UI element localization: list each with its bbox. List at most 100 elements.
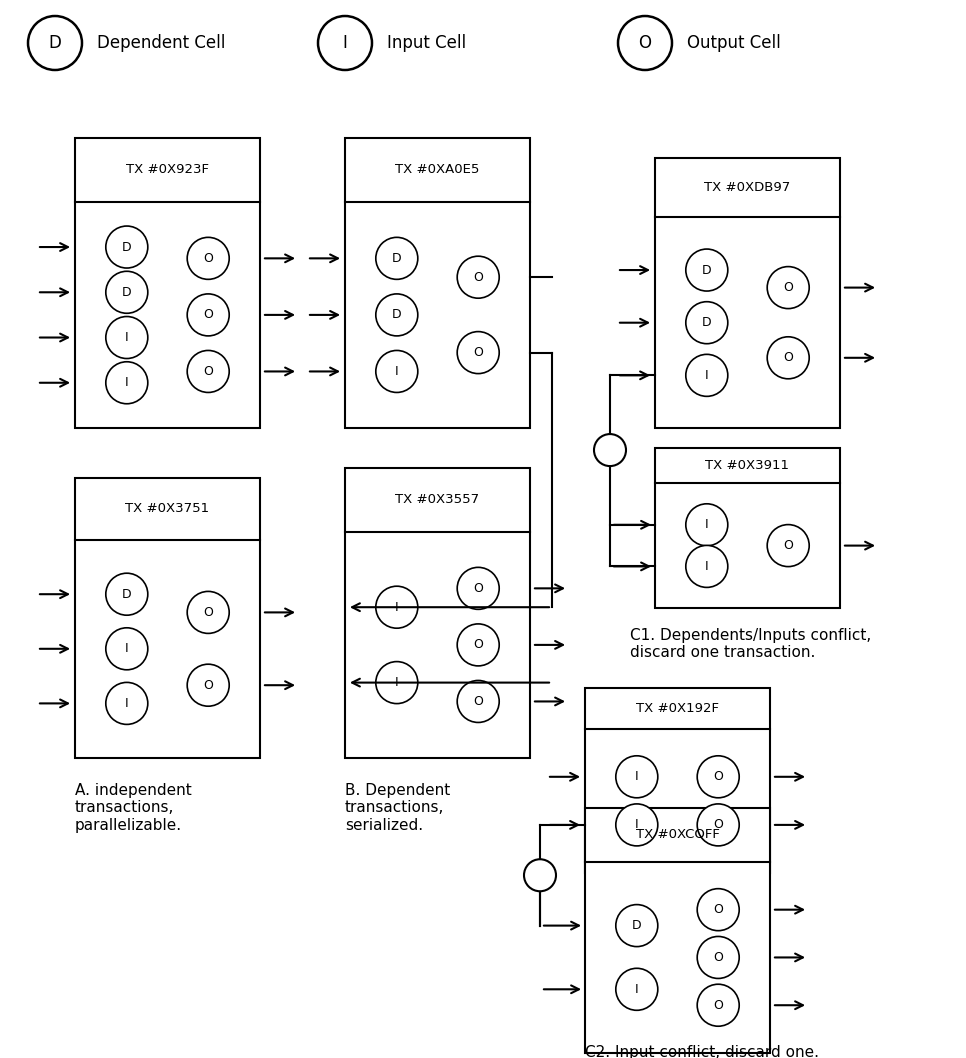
Text: I: I — [125, 697, 128, 710]
Text: I: I — [125, 331, 128, 344]
Circle shape — [28, 16, 82, 70]
Text: O: O — [473, 695, 483, 708]
Text: O: O — [203, 308, 213, 322]
Circle shape — [106, 573, 148, 615]
Text: D: D — [122, 286, 131, 298]
Circle shape — [106, 682, 148, 725]
Text: TX #0X923F: TX #0X923F — [126, 163, 209, 177]
Circle shape — [767, 267, 810, 309]
Circle shape — [457, 256, 499, 298]
Bar — [345, 468, 530, 758]
Text: I: I — [705, 369, 709, 382]
Circle shape — [615, 755, 658, 798]
Circle shape — [457, 567, 499, 609]
Circle shape — [524, 859, 556, 891]
Circle shape — [187, 664, 229, 706]
Circle shape — [376, 586, 418, 628]
Bar — [75, 138, 260, 428]
Circle shape — [697, 936, 739, 979]
Circle shape — [457, 680, 499, 723]
Text: O: O — [713, 904, 724, 916]
Text: Input Cell: Input Cell — [387, 34, 467, 52]
Text: D: D — [122, 587, 131, 601]
Text: O: O — [203, 365, 213, 378]
Circle shape — [767, 336, 810, 379]
Text: I: I — [125, 642, 128, 655]
Text: O: O — [713, 951, 724, 964]
Circle shape — [686, 504, 727, 546]
Text: I: I — [705, 518, 709, 531]
Text: I: I — [635, 770, 639, 783]
Text: O: O — [473, 271, 483, 284]
Bar — [345, 138, 530, 428]
Text: D: D — [392, 252, 402, 264]
Text: O: O — [713, 770, 724, 783]
Text: D: D — [392, 308, 402, 322]
Text: TX #0XA0E5: TX #0XA0E5 — [395, 163, 480, 177]
Circle shape — [686, 302, 727, 344]
Text: O: O — [783, 540, 793, 552]
Text: D: D — [702, 316, 712, 329]
Text: I: I — [395, 365, 399, 378]
Circle shape — [615, 968, 658, 1010]
Text: O: O — [639, 34, 651, 52]
Circle shape — [106, 316, 148, 359]
Text: O: O — [473, 638, 483, 652]
Text: O: O — [203, 678, 213, 692]
Circle shape — [187, 350, 229, 393]
Circle shape — [187, 591, 229, 634]
Circle shape — [686, 354, 727, 397]
Circle shape — [106, 271, 148, 313]
Circle shape — [697, 755, 739, 798]
Bar — [655, 158, 840, 428]
Text: TX #0X3751: TX #0X3751 — [126, 503, 210, 515]
Circle shape — [615, 804, 658, 846]
Text: I: I — [705, 560, 709, 572]
Circle shape — [767, 525, 810, 567]
Circle shape — [376, 350, 418, 393]
Text: O: O — [713, 999, 724, 1011]
Text: Dependent Cell: Dependent Cell — [97, 34, 225, 52]
Bar — [655, 448, 840, 608]
Circle shape — [318, 16, 372, 70]
Circle shape — [594, 434, 626, 467]
Bar — [585, 808, 770, 1053]
Circle shape — [106, 226, 148, 268]
Bar — [585, 688, 770, 873]
Circle shape — [376, 237, 418, 279]
Text: D: D — [702, 263, 712, 276]
Circle shape — [106, 627, 148, 670]
Text: I: I — [125, 377, 128, 389]
Circle shape — [457, 331, 499, 373]
Text: O: O — [473, 582, 483, 595]
Text: TX #0X3557: TX #0X3557 — [395, 493, 479, 507]
Text: TX #0X3911: TX #0X3911 — [705, 459, 789, 472]
Circle shape — [615, 905, 658, 947]
Text: I: I — [635, 983, 639, 996]
Text: O: O — [713, 819, 724, 832]
Text: TX #0X192F: TX #0X192F — [636, 701, 719, 715]
Circle shape — [457, 624, 499, 665]
Text: A. independent
transactions,
parallelizable.: A. independent transactions, paralleliza… — [75, 783, 191, 833]
Text: D: D — [48, 34, 62, 52]
Text: Output Cell: Output Cell — [687, 34, 781, 52]
Bar — [75, 478, 260, 758]
Circle shape — [697, 804, 739, 846]
Text: C2. Input conflict, discard one.: C2. Input conflict, discard one. — [585, 1045, 819, 1058]
Text: D: D — [122, 240, 131, 254]
Text: O: O — [203, 252, 213, 264]
Circle shape — [618, 16, 672, 70]
Text: TX #0XDB97: TX #0XDB97 — [704, 181, 790, 195]
Text: O: O — [203, 606, 213, 619]
Circle shape — [686, 546, 727, 587]
Circle shape — [187, 237, 229, 279]
Text: I: I — [343, 34, 348, 52]
Text: TX #0XCOFF: TX #0XCOFF — [636, 828, 720, 841]
Text: I: I — [395, 676, 399, 689]
Circle shape — [686, 249, 727, 291]
Text: O: O — [783, 351, 793, 364]
Text: C1. Dependents/Inputs conflict,
discard one transaction.: C1. Dependents/Inputs conflict, discard … — [630, 628, 871, 660]
Text: B. Dependent
transactions,
serialized.: B. Dependent transactions, serialized. — [345, 783, 450, 833]
Circle shape — [697, 984, 739, 1026]
Circle shape — [376, 294, 418, 335]
